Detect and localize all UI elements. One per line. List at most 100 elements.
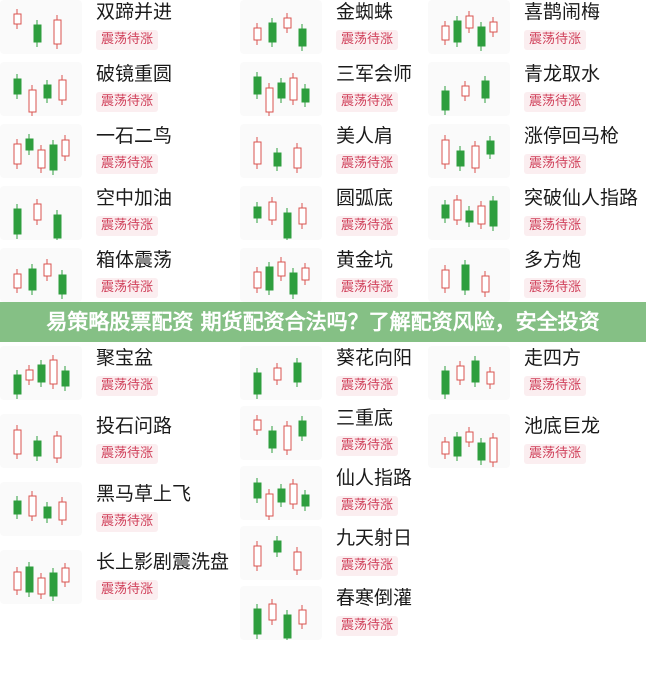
status-badge: 震荡待涨 [96,580,159,600]
candle-body [49,359,58,385]
candle-body [37,149,46,169]
candle-body [301,494,310,507]
pattern-name: 青龙取水 [524,63,601,85]
status-badge: 震荡待涨 [96,444,159,464]
pattern-name: 三军会师 [336,63,413,85]
candle-body [33,24,42,43]
status-badge: 震荡待涨 [96,512,159,532]
candle-body [33,440,42,457]
candle-body [28,89,37,113]
pattern-chart-thumbnail [0,550,82,604]
pattern-chart-thumbnail [0,482,82,536]
pattern-chart-thumbnail [240,406,322,460]
status-badge: 震荡待涨 [336,376,399,396]
candle-body [13,500,22,515]
candle-body [301,88,310,103]
candle-body [13,208,22,235]
status-badge: 震荡待涨 [336,556,399,576]
pattern-name: 九天射日 [336,527,413,549]
pattern-name: 涨停回马枪 [524,125,620,147]
candle-body [481,80,490,99]
status-badge: 震荡待涨 [524,216,587,236]
pattern-name: 黑马草上飞 [96,483,192,505]
candle-body [33,203,42,221]
candle-body [441,441,450,455]
candle-body [293,551,302,571]
pattern-chart-thumbnail [0,414,82,468]
candle-body [53,435,62,459]
status-badge: 震荡待涨 [524,376,587,396]
candle-body [13,571,22,591]
candle-body [298,207,307,225]
candle-body [289,483,298,505]
pattern-name: 春寒倒灌 [336,587,413,609]
candle-body [13,429,22,455]
candle-body [453,436,462,457]
candle-body [273,152,282,167]
candle-body [53,214,62,239]
status-badge: 震荡待涨 [336,216,399,236]
pattern-chart-thumbnail [240,124,322,178]
candle-body [277,261,286,277]
candle-body [456,150,465,167]
pattern-name: 一石二鸟 [96,125,173,147]
status-badge: 震荡待涨 [336,616,399,636]
candle-body [253,271,262,289]
pattern-chart-thumbnail [240,526,322,580]
pattern-name: 美人肩 [336,125,394,147]
candle-body [253,206,262,219]
candle-body [43,263,52,277]
pattern-name: 三重底 [336,407,394,429]
candle-body [253,482,262,499]
status-badge: 震荡待涨 [524,154,587,174]
candle-body [253,419,262,431]
candle-body [477,205,486,225]
candle-body [465,431,474,443]
pattern-chart-thumbnail [428,62,510,116]
candle-body [28,268,37,291]
candle-body [265,493,274,517]
candle-body [61,567,70,583]
candle-body [13,273,22,289]
candle-body [58,274,67,295]
status-badge: 震荡待涨 [336,496,399,516]
candle-body [477,442,486,461]
pattern-chart-thumbnail [240,0,322,54]
title-banner: 易策略股票配资 期货配资合法吗？了解配资风险，安全投资 [0,302,646,342]
pattern-chart-thumbnail [240,466,322,521]
candle-body [58,501,67,521]
pattern-chart-thumbnail [240,62,322,117]
pattern-name: 空中加油 [96,187,173,209]
candle-body [43,84,52,99]
candle-body [268,430,277,449]
candle-body [273,540,282,553]
pattern-name: 双蹄并进 [96,1,173,23]
pattern-chart-thumbnail [0,186,82,243]
candle-body [461,264,470,291]
pattern-chart-thumbnail [240,248,322,302]
status-badge: 震荡待涨 [336,30,399,50]
pattern-name: 黄金坑 [336,249,394,271]
pattern-name: 仙人指路 [336,467,413,489]
candle-body [298,609,307,625]
candle-body [58,79,67,101]
status-badge: 震荡待涨 [96,278,159,298]
candle-body [289,272,298,295]
candle-body [489,437,498,463]
candle-body [293,147,302,169]
pattern-name: 破镜重圆 [96,63,173,85]
candle-body [441,25,450,41]
candle-body [481,275,490,293]
pattern-name: 聚宝盆 [96,347,154,369]
pattern-name: 池底巨龙 [524,415,601,437]
pattern-chart-thumbnail [0,0,82,54]
candle-body [49,144,58,171]
candle-body [43,506,52,519]
candle-body [13,78,22,95]
candle-body [471,360,480,383]
candle-body [253,608,262,635]
candle-body [486,371,495,385]
candle-body [25,369,34,381]
candle-body [461,85,470,97]
candle-body [253,76,262,95]
